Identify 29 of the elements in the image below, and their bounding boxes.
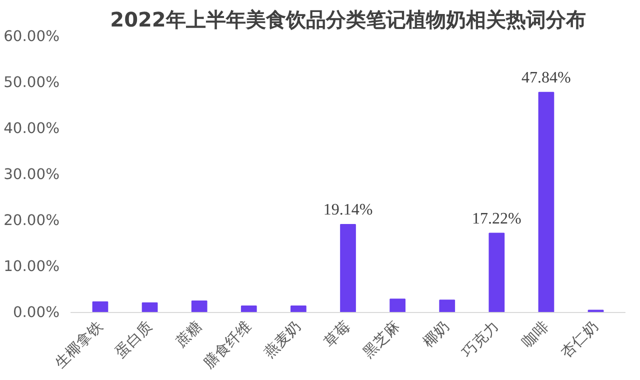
x-tick-label: 蔗糖 [172,317,206,351]
data-label: 47.84% [522,69,571,86]
bar [439,300,456,312]
y-tick-label: 50.00% [4,74,60,91]
bar [191,300,208,312]
bar [390,298,406,312]
x-tick-label: 蛋白质 [112,317,156,362]
bar [290,306,306,312]
y-tick-label: 40.00% [4,120,60,137]
y-tick-label: 60.00% [4,28,60,45]
bar [538,92,554,312]
data-label: 17.22% [472,210,522,228]
x-tick-label: 燕麦奶 [260,317,304,362]
x-tick-label: 巧克力 [458,317,503,362]
y-tick-label: 30.00% [4,166,60,183]
data-label: 19.14% [323,201,373,218]
x-tick-label: 草莓 [320,317,354,351]
bar [92,301,108,312]
x-tick-label: 黑芝麻 [360,317,404,362]
y-tick-label: 10.00% [4,258,60,275]
x-tick-label: 椰奶 [420,317,454,351]
bar [340,224,356,312]
chart-title: 2022年上半年美食饮品分类笔记植物奶相关热词分布 [110,8,586,32]
bar [240,306,257,312]
bar [142,302,158,312]
bar [488,232,505,312]
x-tick-label: 杏仁奶 [558,317,602,362]
x-tick-label: 咖啡 [518,317,552,351]
y-tick-label: 20.00% [4,212,60,229]
